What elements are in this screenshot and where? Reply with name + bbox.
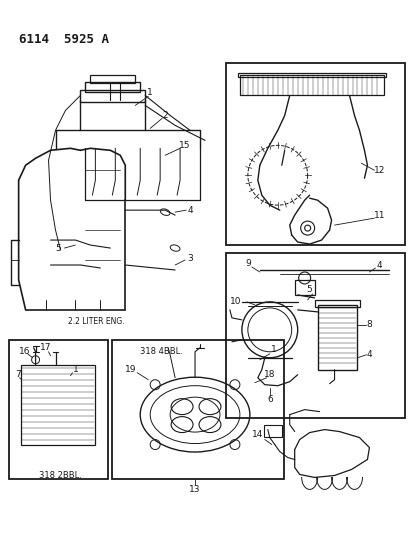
Text: 9: 9: [245, 259, 251, 268]
Bar: [315, 300, 360, 307]
Bar: [240, 76, 384, 95]
Bar: [226, 62, 405, 245]
Text: 17: 17: [40, 343, 51, 352]
Text: 1: 1: [147, 88, 153, 97]
Text: 5: 5: [56, 244, 61, 253]
Text: 16: 16: [19, 348, 30, 356]
Text: 2: 2: [162, 111, 168, 120]
Text: 11: 11: [374, 211, 385, 220]
Text: 1: 1: [271, 345, 276, 354]
Text: 6: 6: [267, 395, 273, 404]
Text: 2.2 LITER ENG.: 2.2 LITER ENG.: [68, 317, 125, 326]
Text: 318 2BBL.: 318 2BBL.: [39, 471, 82, 480]
Text: 4: 4: [187, 206, 193, 215]
Text: 6114  5925 A: 6114 5925 A: [19, 33, 109, 46]
Bar: [85, 83, 140, 92]
Bar: [9, 340, 108, 480]
Bar: [264, 425, 282, 437]
Bar: [80, 91, 145, 102]
Text: 15: 15: [179, 141, 191, 150]
Circle shape: [304, 225, 311, 231]
Text: 3: 3: [187, 254, 193, 263]
Text: 10: 10: [230, 297, 242, 306]
Text: 12: 12: [374, 166, 385, 175]
Text: 13: 13: [189, 485, 201, 494]
Bar: [112, 340, 284, 480]
Text: 7: 7: [16, 370, 21, 379]
Bar: [238, 72, 386, 77]
Text: 4: 4: [367, 350, 372, 359]
Text: 14: 14: [252, 430, 264, 439]
Text: 18: 18: [264, 370, 276, 379]
Text: 1: 1: [73, 365, 78, 374]
Bar: [318, 305, 358, 370]
Bar: [21, 365, 95, 445]
Bar: [90, 75, 135, 84]
Text: 318 4BBL.: 318 4BBL.: [140, 348, 183, 356]
Text: 8: 8: [367, 320, 372, 329]
Text: 4: 4: [377, 261, 382, 270]
Bar: [226, 253, 405, 417]
Bar: [295, 280, 315, 295]
Text: 5: 5: [307, 286, 313, 294]
Text: 19: 19: [124, 365, 136, 374]
